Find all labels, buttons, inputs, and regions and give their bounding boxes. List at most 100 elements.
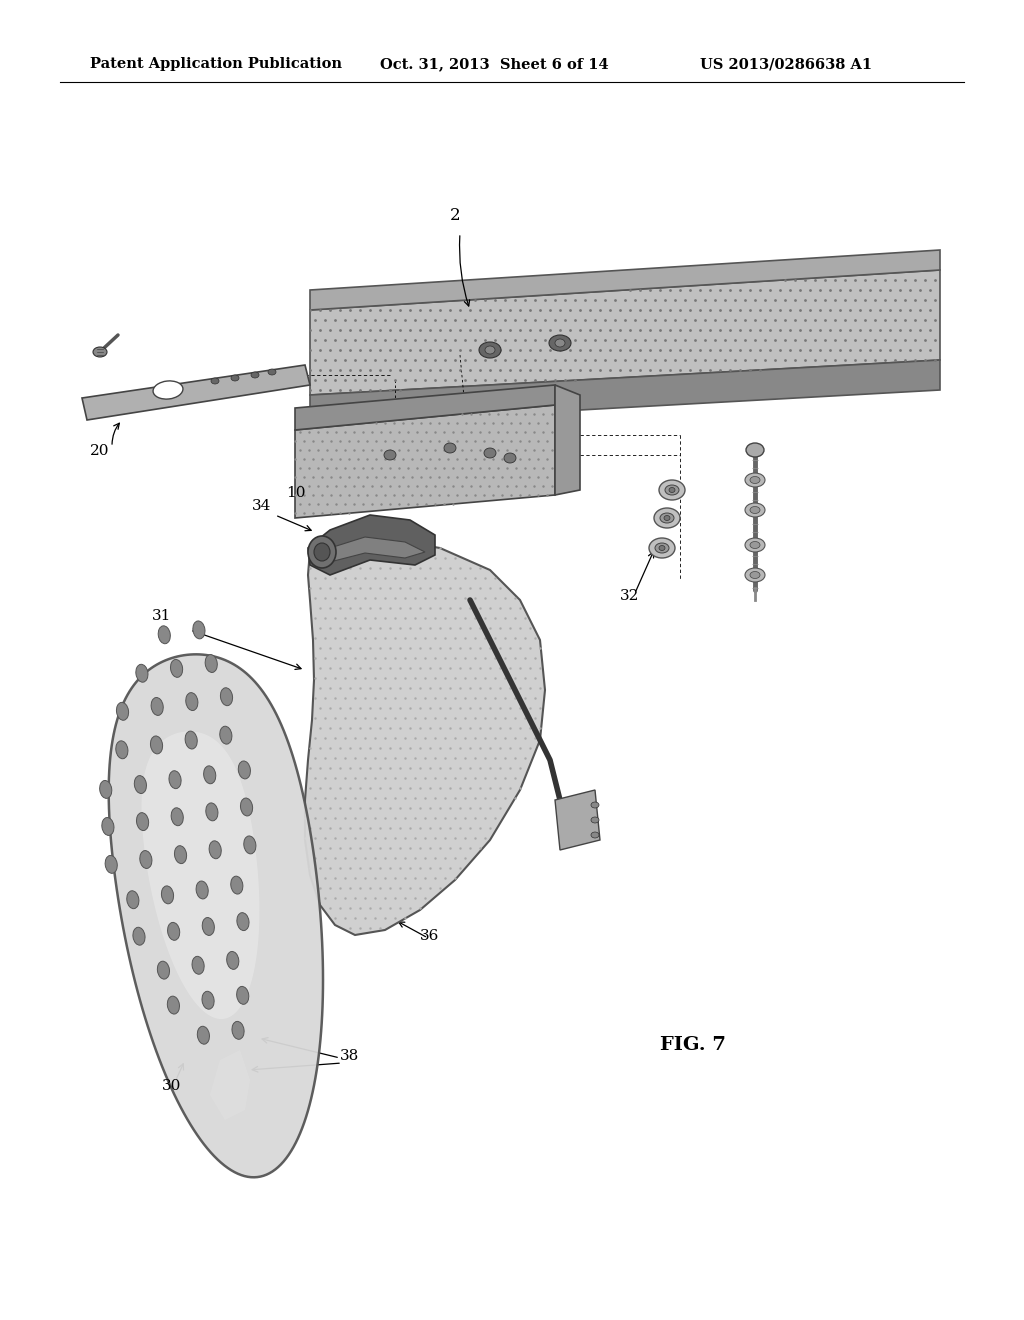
Point [432, 758, 449, 779]
Point [395, 412, 412, 433]
Point [372, 797, 388, 818]
Point [486, 289, 503, 310]
Point [372, 557, 388, 578]
Point [457, 788, 473, 809]
Point [316, 668, 333, 689]
Point [407, 808, 423, 829]
Point [342, 537, 358, 558]
Point [492, 638, 508, 659]
Point [847, 269, 863, 290]
Point [507, 607, 523, 628]
Point [866, 309, 883, 330]
Point [302, 300, 318, 321]
Point [462, 598, 478, 619]
Point [381, 440, 397, 461]
Point [332, 618, 348, 639]
Point [413, 430, 429, 451]
Point [387, 867, 403, 888]
Point [517, 350, 534, 371]
Point [831, 319, 848, 341]
Point [701, 319, 718, 341]
Point [492, 797, 508, 818]
Point [337, 747, 353, 768]
Point [401, 878, 418, 899]
Polygon shape [310, 249, 940, 310]
Ellipse shape [133, 927, 145, 945]
Point [418, 494, 434, 515]
Point [802, 339, 818, 360]
Point [305, 503, 322, 524]
Point [347, 370, 364, 391]
Point [352, 917, 369, 939]
Point [347, 309, 364, 330]
Point [462, 421, 478, 442]
Point [597, 330, 613, 351]
Point [492, 758, 508, 779]
Point [866, 330, 883, 351]
Point [332, 577, 348, 598]
Point [531, 319, 548, 341]
Point [457, 350, 473, 371]
Point [692, 359, 709, 380]
Point [401, 557, 418, 578]
Point [507, 289, 523, 310]
Point [372, 339, 388, 360]
Point [435, 440, 452, 461]
Point [507, 668, 523, 689]
Point [877, 350, 893, 371]
Point [497, 350, 513, 371]
Point [397, 867, 414, 888]
Point [431, 466, 447, 487]
Point [307, 627, 324, 648]
Point [311, 557, 328, 578]
Polygon shape [141, 731, 259, 1019]
Point [296, 449, 312, 470]
Point [361, 598, 378, 619]
Point [382, 878, 398, 899]
Point [422, 319, 438, 341]
Point [337, 887, 353, 908]
Point [352, 697, 369, 718]
Ellipse shape [231, 375, 239, 381]
Point [462, 657, 478, 678]
Point [327, 688, 343, 709]
Point [287, 449, 303, 470]
Ellipse shape [206, 803, 218, 821]
Point [616, 350, 633, 371]
Point [311, 837, 328, 858]
Point [494, 430, 510, 451]
Point [622, 300, 638, 321]
Point [297, 828, 313, 849]
Point [562, 339, 579, 360]
Point [377, 808, 393, 829]
Point [397, 688, 414, 709]
Point [302, 577, 318, 598]
Point [309, 440, 326, 461]
Point [432, 777, 449, 799]
Point [350, 466, 367, 487]
Point [342, 878, 358, 899]
Point [387, 668, 403, 689]
Point [507, 727, 523, 748]
Point [387, 587, 403, 609]
Ellipse shape [591, 832, 599, 838]
Point [322, 537, 338, 558]
Ellipse shape [444, 444, 456, 453]
Point [567, 350, 584, 371]
Point [477, 708, 494, 729]
Point [307, 708, 324, 729]
Point [328, 440, 344, 461]
Point [397, 708, 414, 729]
Point [392, 300, 409, 321]
Point [547, 330, 563, 351]
Point [332, 758, 348, 779]
Point [337, 727, 353, 748]
Point [386, 484, 402, 506]
Point [323, 484, 339, 506]
Point [322, 379, 338, 400]
Point [472, 657, 488, 678]
Point [512, 598, 528, 619]
Point [592, 339, 608, 360]
Point [377, 847, 393, 869]
Polygon shape [210, 1049, 250, 1119]
